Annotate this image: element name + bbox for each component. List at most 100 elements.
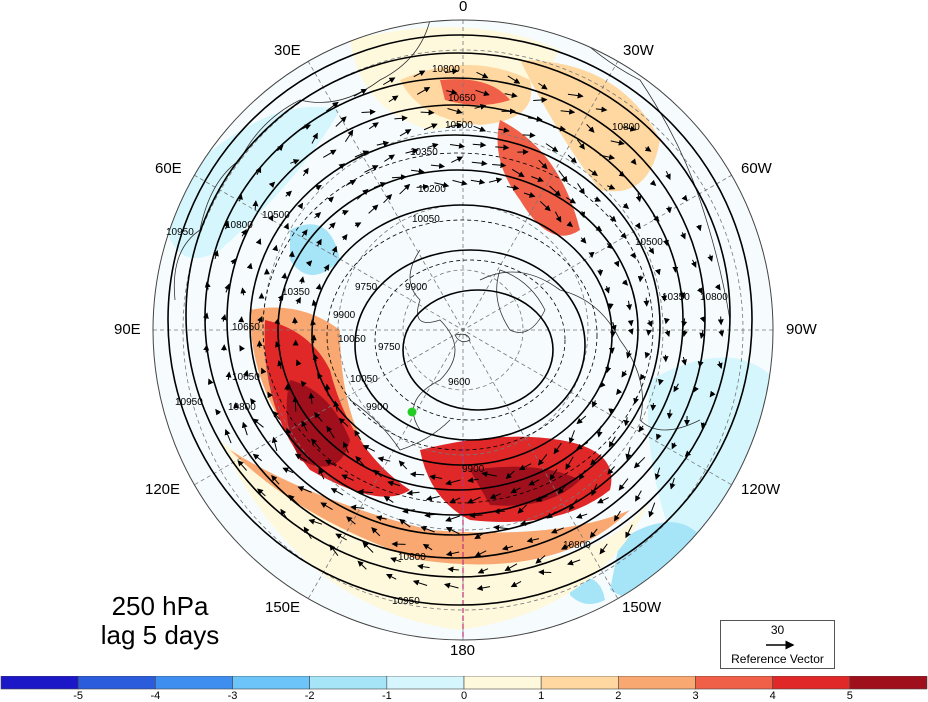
wind-vector <box>669 477 676 490</box>
wind-vector <box>535 555 546 564</box>
wind-vector <box>554 211 562 223</box>
wind-vector <box>663 317 670 325</box>
wind-vector <box>473 125 487 132</box>
wind-vector <box>609 215 617 223</box>
lon-label-150e: 150E <box>265 599 301 616</box>
wind-vector <box>429 474 443 481</box>
wind-vector <box>424 511 438 518</box>
colorbar-tick-label: 3 <box>692 690 699 702</box>
wind-vector <box>399 518 411 528</box>
wind-vector <box>522 132 536 139</box>
wind-vector <box>451 156 464 163</box>
wind-vector <box>625 446 632 461</box>
reference-vector-magnitude: 30 <box>770 623 785 637</box>
wind-vector <box>673 383 680 393</box>
wind-vector <box>294 453 307 462</box>
wind-vector <box>444 68 459 75</box>
wind-vector <box>345 179 357 186</box>
wind-vector <box>471 160 488 167</box>
wind-vector <box>246 262 253 270</box>
wind-vector <box>695 224 702 232</box>
wind-vector <box>311 299 318 307</box>
wind-vector <box>383 193 393 204</box>
wind-vector <box>616 388 623 396</box>
lon-label-60w: 60W <box>741 160 772 177</box>
wind-vector <box>327 196 334 203</box>
wind-vector <box>388 95 399 103</box>
contour-label: 10800 <box>225 220 253 231</box>
wind-vector <box>635 193 642 203</box>
wind-vector <box>203 344 210 353</box>
reference-vector-box: 30 Reference Vector <box>720 620 835 669</box>
wind-vector <box>308 392 315 404</box>
colorbar-tick-label: -4 <box>150 690 161 702</box>
wind-vector <box>416 183 429 190</box>
wind-vector <box>599 381 606 388</box>
wind-vector <box>417 563 430 570</box>
wind-vector <box>595 106 608 113</box>
wind-vector <box>634 222 641 230</box>
wind-vector <box>268 181 276 189</box>
wind-vector <box>452 179 468 186</box>
wind-vector <box>576 415 587 425</box>
wind-vector <box>325 101 339 112</box>
wind-vector <box>312 353 319 362</box>
wind-vector <box>550 527 564 534</box>
wind-vector <box>353 88 368 97</box>
wind-vector <box>599 543 608 555</box>
wind-vector <box>681 194 688 202</box>
wind-vector <box>271 436 278 452</box>
wind-vector <box>533 96 548 103</box>
wind-vector <box>385 574 397 580</box>
wind-vector <box>575 513 588 519</box>
contour-label: 10050 <box>338 334 366 345</box>
wind-vector <box>277 144 284 152</box>
wind-vector <box>518 463 532 471</box>
wind-vector <box>315 185 322 191</box>
wind-vector <box>610 322 617 332</box>
wind-vector <box>699 316 706 323</box>
wind-vector <box>510 487 521 494</box>
wind-vector <box>285 190 292 197</box>
wind-vector <box>614 510 621 522</box>
wind-vector <box>430 162 446 169</box>
wind-vector <box>390 557 402 563</box>
wind-vector <box>652 215 660 222</box>
lon-label-120e: 120E <box>145 481 181 498</box>
wind-vector <box>204 281 211 290</box>
wind-vector <box>495 144 510 151</box>
wind-vector <box>355 456 365 467</box>
wind-vector <box>567 559 581 566</box>
colorbar-segment <box>540 676 619 690</box>
wind-vector <box>335 533 347 541</box>
wind-vector <box>597 268 604 277</box>
wind-vector <box>639 373 646 381</box>
contour-label: 10650 <box>232 322 260 333</box>
wind-vector <box>257 315 263 324</box>
wind-vector <box>707 254 714 262</box>
wind-vector <box>656 433 662 441</box>
wind-vector <box>271 475 280 485</box>
wind-vector <box>481 471 497 478</box>
contour-label: 10800 <box>700 292 728 303</box>
contour-label: 9900 <box>333 310 356 321</box>
wind-vector <box>252 418 264 428</box>
wind-vector <box>318 467 325 480</box>
wind-vector <box>469 512 483 519</box>
wind-vector <box>646 320 653 328</box>
wind-vector <box>528 479 540 486</box>
lon-label-30w: 30W <box>623 42 654 59</box>
wind-vector <box>626 300 633 311</box>
wind-vector <box>422 543 433 551</box>
wind-vector <box>549 469 558 481</box>
contour-label: 10950 <box>392 596 420 607</box>
wind-vector <box>519 520 533 527</box>
wind-vector <box>475 89 490 97</box>
anomaly-blob <box>520 60 660 192</box>
wind-vector <box>523 192 536 198</box>
wind-vector <box>338 417 349 427</box>
wind-vector <box>409 471 425 478</box>
wind-vector <box>558 170 568 183</box>
wind-vector <box>445 527 460 535</box>
wind-vector <box>326 425 335 439</box>
